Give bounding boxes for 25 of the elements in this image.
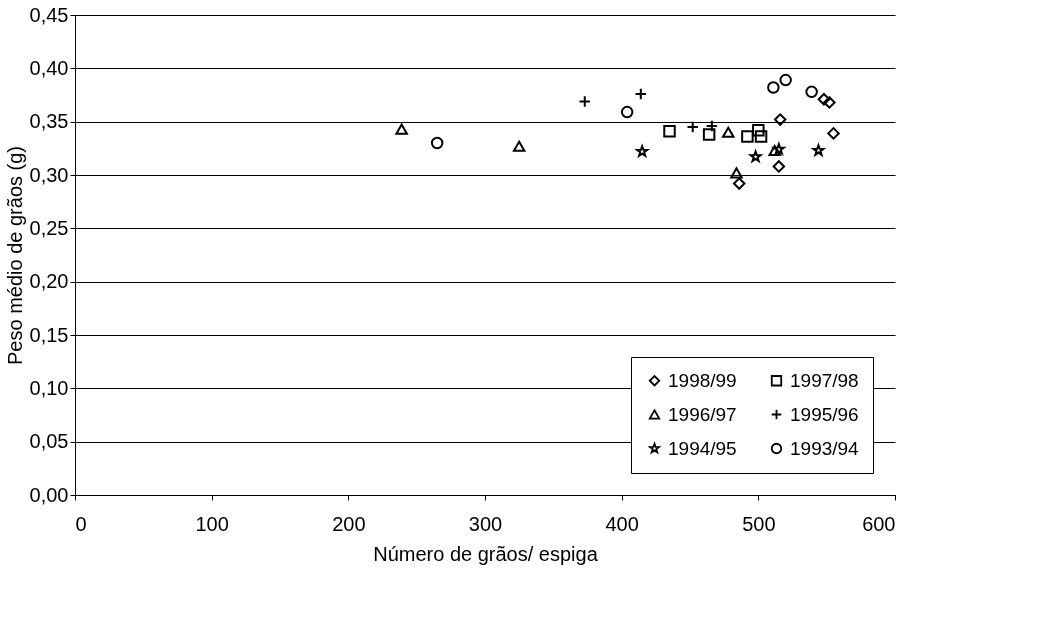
y-tick-label: 0,45: [29, 3, 69, 26]
y-tick-label: 0,30: [29, 163, 69, 186]
x-tick-label: 100: [195, 512, 229, 535]
legend-label: 1995/96: [790, 403, 859, 425]
x-tick-label: 600: [862, 512, 896, 535]
legend-label: 1998/99: [668, 369, 737, 391]
legend-label: 1994/95: [668, 437, 737, 459]
x-tick-label: 0: [75, 512, 87, 535]
y-tick-label: 0,10: [29, 376, 69, 399]
legend-label: 1996/97: [668, 403, 737, 425]
x-tick-label: 400: [605, 512, 639, 535]
x-axis-title: Número de grãos/ espiga: [373, 542, 599, 565]
x-tick-label: 500: [742, 512, 776, 535]
x-tick-label: 300: [468, 512, 503, 535]
y-tick-label: 0,05: [29, 430, 69, 453]
y-tick-label: 0,35: [29, 110, 69, 133]
y-tick-label: 0,15: [29, 323, 69, 346]
y-tick-label: 0,20: [29, 270, 69, 293]
legend-label: 1993/94: [790, 437, 860, 459]
legend-label: 1997/98: [790, 369, 859, 391]
y-tick-label: 0,25: [29, 216, 69, 239]
y-axis-title: Peso médio de grãos (g): [3, 145, 26, 366]
y-tick-label: 0,00: [29, 483, 69, 506]
x-tick-label: 200: [332, 512, 366, 535]
y-tick-label: 0,40: [29, 56, 69, 79]
